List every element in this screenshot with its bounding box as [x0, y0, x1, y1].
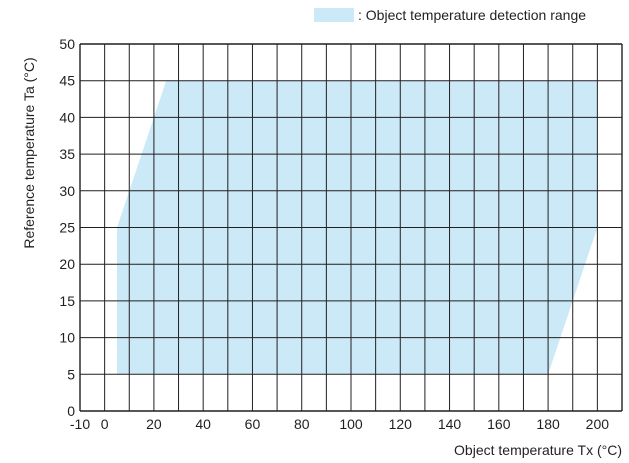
- x-tick-label: 100: [339, 416, 363, 432]
- y-tick-label: 45: [59, 73, 75, 89]
- x-tick-label: 80: [294, 416, 310, 432]
- y-tick-label: 15: [59, 293, 75, 309]
- x-tick-label: 60: [245, 416, 261, 432]
- y-axis-tick-labels: 0 5 10 15 20 25 30 35 40 45 50: [59, 36, 75, 419]
- y-tick-label: 35: [59, 146, 75, 162]
- x-tick-label: 120: [389, 416, 413, 432]
- y-tick-label: 40: [59, 109, 75, 125]
- x-tick-label: 0: [101, 416, 109, 432]
- y-tick-label: 10: [59, 330, 75, 346]
- x-tick-label: 140: [438, 416, 462, 432]
- y-tick-label: 30: [59, 183, 75, 199]
- x-axis-title: Object temperature Tx (°C): [454, 442, 622, 458]
- y-axis-title: Reference temperature Ta (°C): [21, 57, 37, 248]
- x-tick-label: -10: [70, 416, 90, 432]
- legend: : Object temperature detection range: [314, 7, 586, 23]
- grid: [79, 43, 623, 412]
- y-tick-label: 25: [59, 220, 75, 236]
- y-tick-label: 20: [59, 256, 75, 272]
- legend-label: : Object temperature detection range: [358, 7, 586, 23]
- legend-swatch: [314, 8, 354, 22]
- x-tick-label: 20: [146, 416, 162, 432]
- y-tick-label: 5: [67, 366, 75, 382]
- x-tick-label: 200: [586, 416, 610, 432]
- y-tick-label: 50: [59, 36, 75, 52]
- x-axis-tick-labels: -10 0 20 40 60 80 100 120 140 160 180 200: [70, 416, 609, 432]
- x-tick-label: 180: [536, 416, 560, 432]
- x-tick-label: 40: [195, 416, 211, 432]
- x-tick-label: 160: [487, 416, 511, 432]
- y-tick-label: 0: [67, 403, 75, 419]
